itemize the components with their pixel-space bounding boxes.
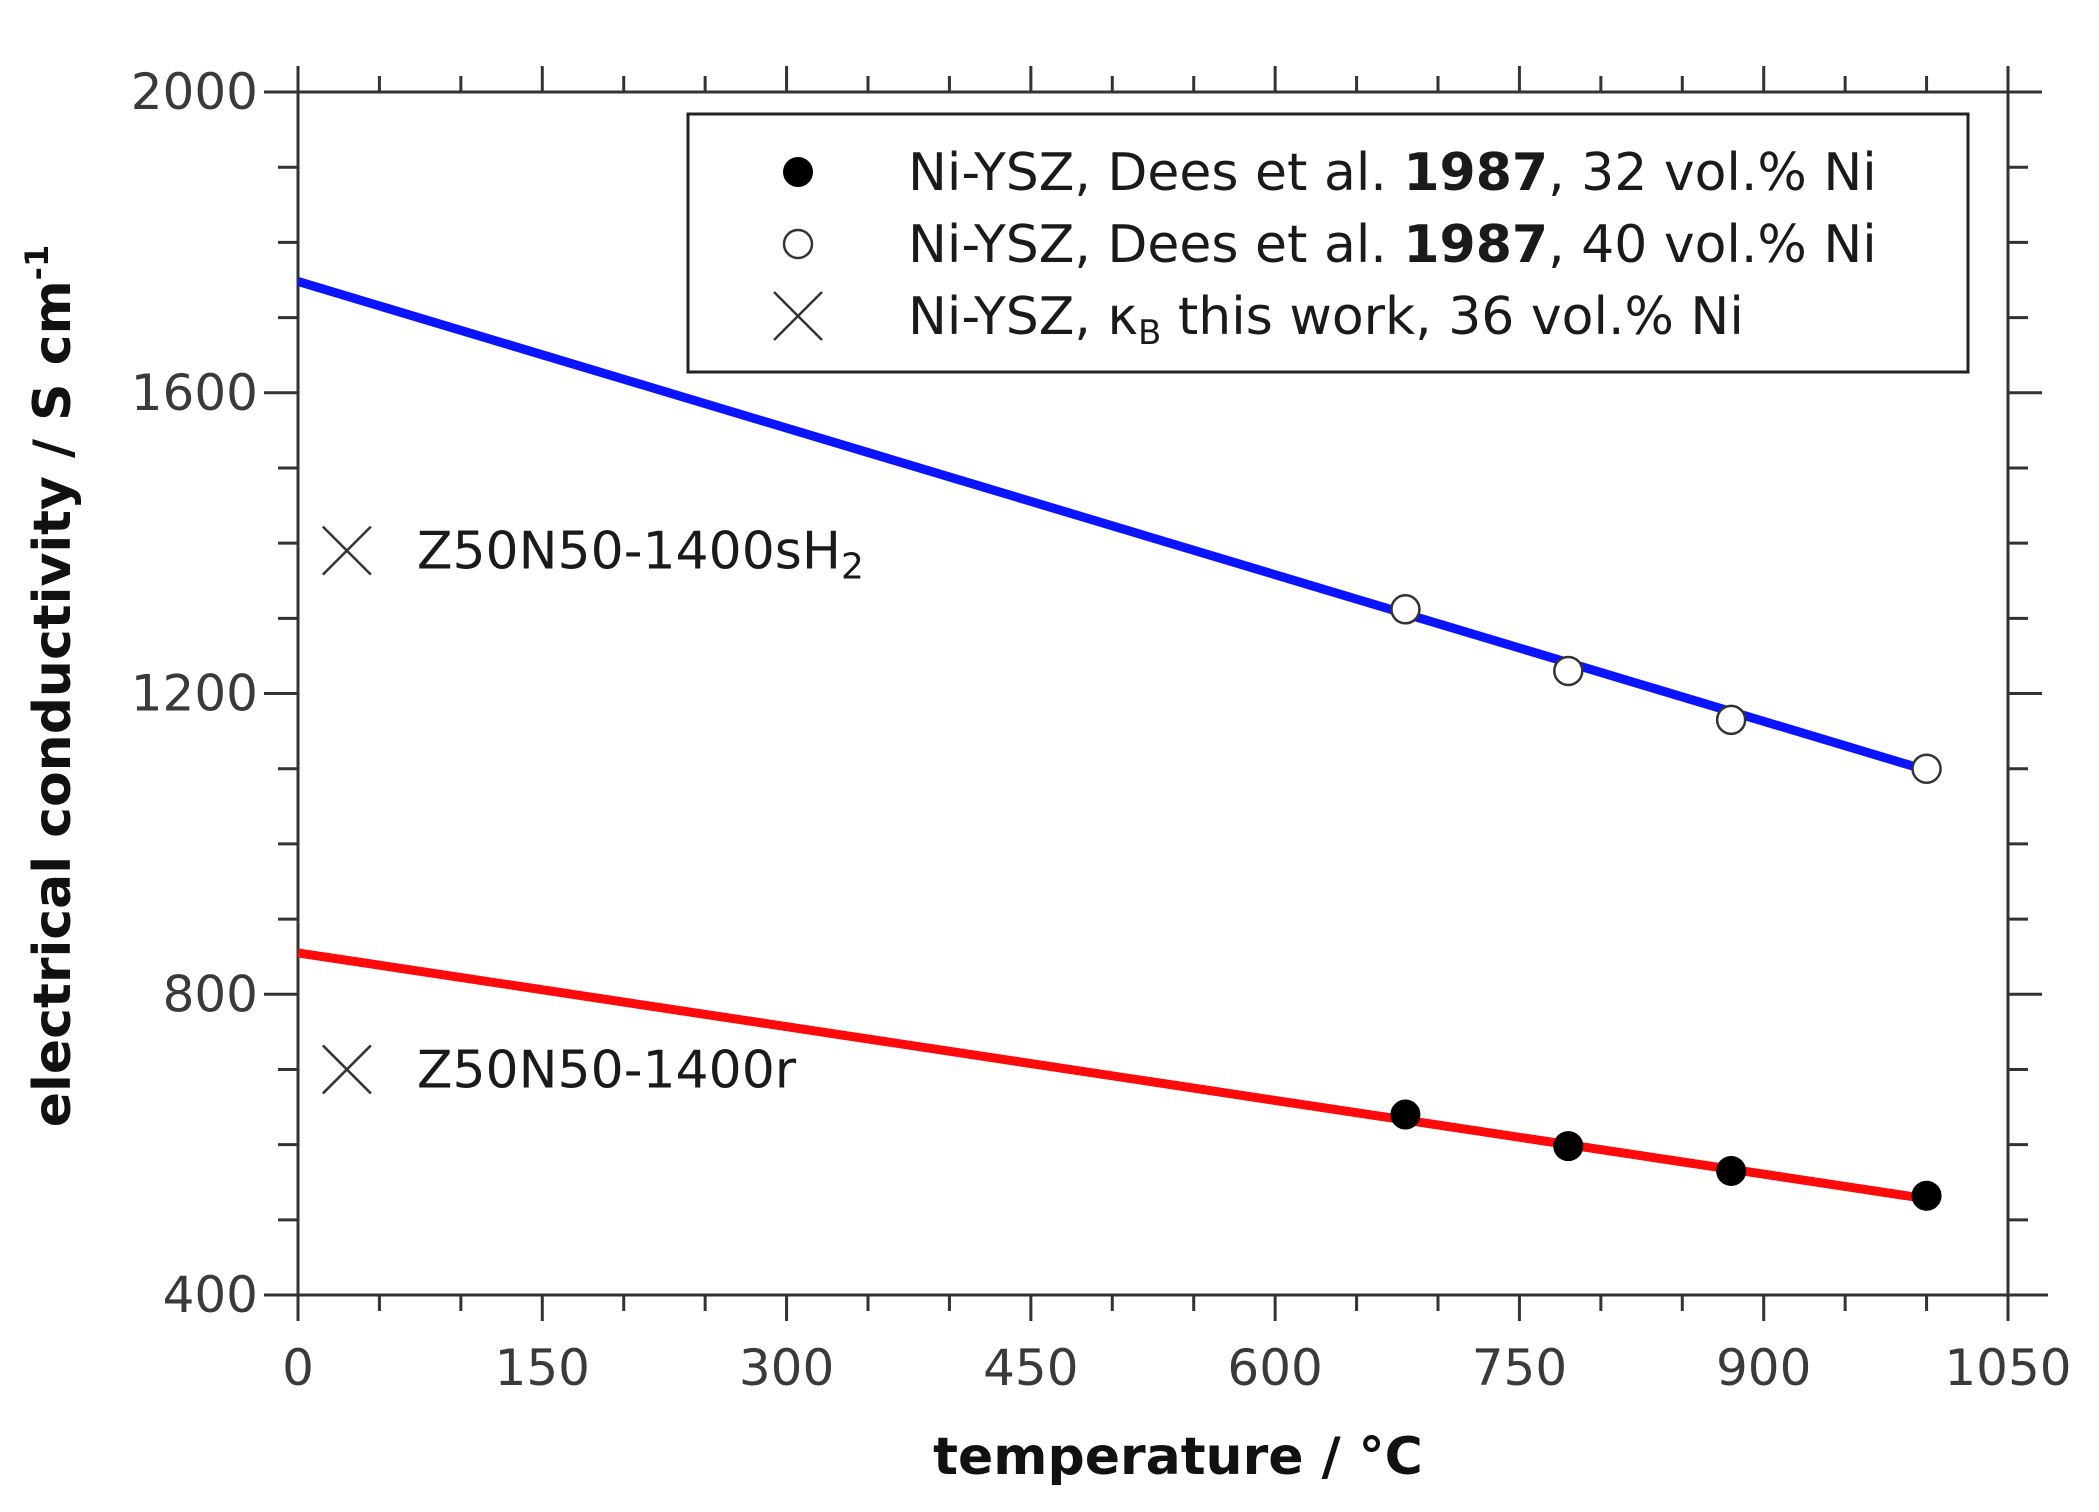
y-tick-label: 400 (163, 1266, 258, 1324)
legend-label-part: Ni-YSZ, κ (908, 287, 1138, 347)
y-tick-label: 1600 (131, 364, 258, 422)
x-tick-label: 600 (1227, 1339, 1322, 1397)
legend-label-year: 1987 (1403, 215, 1548, 275)
data-point (1553, 1131, 1584, 1162)
x-tick-label: 0 (282, 1339, 314, 1397)
x-tick-label: 300 (739, 1339, 834, 1397)
x-tick-label: 450 (983, 1339, 1078, 1397)
x-tick-label: 1050 (1944, 1339, 2071, 1397)
legend-marker (773, 291, 823, 341)
data-point (321, 525, 372, 576)
y-tick-label: 1200 (131, 665, 258, 723)
data-markers (321, 525, 1942, 1211)
cross-stroke (321, 1044, 372, 1095)
legend-label-part: Ni-YSZ, Dees et al. (908, 215, 1403, 275)
cross-stroke (773, 291, 823, 341)
legend-marker (782, 228, 814, 260)
y-axis: 400 800 1200 1600 2000 (131, 63, 2042, 1324)
annotation-label: Z50N50-1400r (417, 1040, 797, 1100)
annotation-text: Z50N50-1400sH (417, 522, 841, 582)
legend-box (686, 112, 1970, 374)
legend-label: Ni-YSZ, Dees et al. 1987, 32 vol.% Ni (908, 143, 1877, 203)
data-point (1390, 594, 1421, 625)
legend-label-subscript: B (1138, 313, 1161, 353)
data-point (1911, 1180, 1942, 1211)
x-tick-label: 900 (1716, 1339, 1811, 1397)
legend-label-part: Ni-YSZ, Dees et al. (908, 143, 1403, 203)
legend: Ni-YSZ, Dees et al. 1987, 32 vol.% NiNi-… (686, 112, 1970, 374)
annotation-text: Z50N50-1400r (417, 1040, 797, 1100)
y-tick-label: 800 (163, 965, 258, 1023)
legend-label-part: , 32 vol.% Ni (1548, 143, 1877, 203)
y-axis-title-main: electrical conductivity / S cm (23, 280, 83, 1127)
x-axis-title: temperature / °C (933, 1427, 1423, 1487)
fit-line (297, 948, 1928, 1204)
legend-label: Ni-YSZ, Dees et al. 1987, 40 vol.% Ni (908, 215, 1877, 275)
y-axis-title: electrical conductivity / S cm-1 (18, 245, 83, 1127)
y-axis-title-superscript: -1 (18, 245, 56, 281)
fit-line (296, 277, 1928, 775)
legend-label-part: this work, 36 vol.% Ni (1161, 287, 1743, 347)
legend-label-year: 1987 (1403, 143, 1548, 203)
x-axis: 0 150 300 450 600 750 900 1050 (282, 66, 2072, 1397)
annotation-label: Z50N50-1400sH2 (417, 522, 864, 588)
data-point (1715, 704, 1747, 736)
cross-stroke (321, 525, 372, 576)
legend-label-part: , 40 vol.% Ni (1548, 215, 1877, 275)
legend-label: Ni-YSZ, κB this work, 36 vol.% Ni (908, 287, 1744, 353)
data-point (321, 1044, 372, 1095)
annotation-subscript: 2 (841, 547, 864, 588)
y-tick-label: 2000 (131, 63, 258, 121)
fit-lines (296, 277, 1928, 1204)
data-point (1911, 753, 1942, 784)
data-point (1390, 1099, 1421, 1130)
x-tick-label: 150 (495, 1339, 590, 1397)
data-point (1553, 655, 1584, 687)
data-point (1716, 1155, 1747, 1186)
annotations: Z50N50-1400sH2 Z50N50-1400r (417, 522, 864, 1101)
legend-marker (783, 157, 813, 187)
x-tick-label: 750 (1472, 1339, 1567, 1397)
